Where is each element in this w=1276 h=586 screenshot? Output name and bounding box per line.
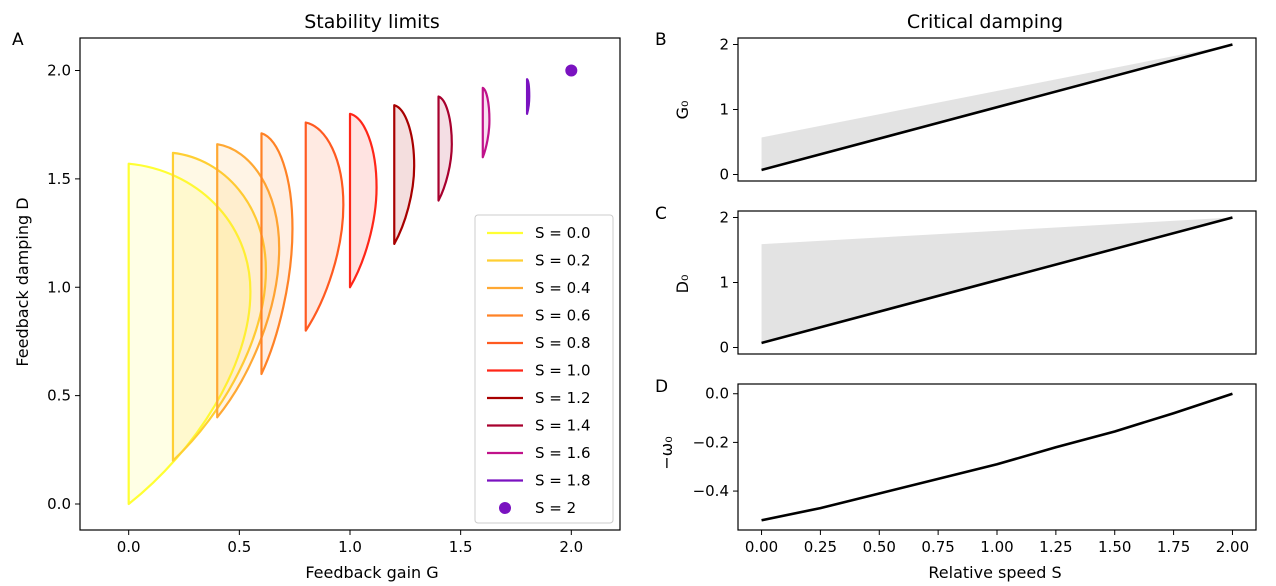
panel-a-ytick-label: 0.5 <box>47 387 71 405</box>
panel-d-xtick-label: 1.50 <box>1098 538 1131 556</box>
panel-b-ytick-label: 2 <box>719 36 729 54</box>
stability-region-fill <box>128 163 251 504</box>
panel-a-xtick-label: 0.0 <box>117 538 141 556</box>
panel-d-ytick-label: −0.2 <box>693 433 729 451</box>
panel-a-xtick-label: 1.5 <box>449 538 473 556</box>
legend-label: S = 1.6 <box>535 444 590 462</box>
panel-a-xtick-label: 0.5 <box>227 538 251 556</box>
panel-a-title: Stability limits <box>304 11 439 33</box>
panel-a-ytick-label: 2.0 <box>47 62 71 80</box>
legend-label: S = 1.0 <box>535 362 590 380</box>
panel-d-xtick-label: 0.25 <box>804 538 837 556</box>
legend-label: S = 1.8 <box>535 472 590 490</box>
panel-c-letter: C <box>655 204 667 224</box>
stability-boundary-line <box>216 143 281 419</box>
stability-boundary-line <box>171 151 268 462</box>
panel-b-letter: B <box>655 30 667 50</box>
stability-region-fill <box>261 133 293 374</box>
panel-a-ylabel: Feedback damping D <box>13 197 32 366</box>
stability-boundary-line <box>437 95 453 202</box>
panel-b-ylabel: G₀ <box>673 101 692 120</box>
panel-d-xtick-label: 1.75 <box>1157 538 1190 556</box>
panel-d-ylabel: −ω₀ <box>657 436 676 469</box>
stability-region-fill <box>217 144 280 418</box>
stability-region-fill <box>394 105 415 244</box>
panel-c-ytick-label: 2 <box>719 209 729 227</box>
panel-d-xtick-label: 0.75 <box>921 538 954 556</box>
panel-c-ylabel: D₀ <box>673 275 692 294</box>
stability-boundary-line <box>348 112 378 289</box>
panel-d-xtick-label: 0.00 <box>745 538 778 556</box>
panel-a-xlabel: Feedback gain G <box>305 563 438 582</box>
panel-a-ytick-label: 1.0 <box>47 278 71 296</box>
panel-d-ytick-label: −0.4 <box>693 482 729 500</box>
panel-b-plot: 0 1 2 <box>719 36 1257 184</box>
panel-a-xtick-label: 1.0 <box>338 538 362 556</box>
legend-marker <box>499 502 511 514</box>
stability-boundary-line <box>304 121 345 332</box>
panel-d-xtick-label: 1.25 <box>1039 538 1072 556</box>
panel-a-legend: S = 0.0 S = 0.2 S = 0.4 S = 0.6 S = 0.8 S = 1… <box>474 214 614 524</box>
legend-label: S = 2 <box>535 499 576 517</box>
stability-boundary-line <box>481 86 491 159</box>
panel-a-ytick-label: 1.5 <box>47 170 71 188</box>
panel-d-xlabel: Relative speed S <box>928 563 1061 582</box>
panel-c-line <box>761 216 1233 345</box>
stability-region-fill <box>438 96 452 201</box>
stability-region-fill <box>172 152 266 461</box>
stability-region-fill <box>350 113 377 288</box>
panel-c-ytick-label: 1 <box>719 274 729 292</box>
panel-bcd-title: Critical damping <box>907 11 1063 33</box>
stability-boundary-line <box>525 78 531 115</box>
panel-a-plot: 0.0 0.5 1.0 1.5 2.0 0.0 0.5 1.0 1.5 2.0 <box>47 37 621 556</box>
legend-label: S = 1.4 <box>535 417 590 435</box>
panel-d-plot: 0.0 −0.2 −0.4 0.00 0.25 0.50 0.75 1.00 1.25 1.50 1… <box>693 383 1257 556</box>
stability-region-fill <box>305 122 344 331</box>
panel-b-ytick-label: 0 <box>719 166 729 184</box>
stability-boundary-line <box>260 132 294 376</box>
legend-label: S = 0.0 <box>535 224 590 242</box>
panel-a-letter: A <box>12 30 24 50</box>
panel-d-xtick-label: 0.50 <box>863 538 896 556</box>
legend-label: S = 1.2 <box>535 389 590 407</box>
panel-b-line <box>761 43 1233 172</box>
stability-boundary-line <box>393 104 416 246</box>
panel-d-ytick-label: 0.0 <box>705 385 729 403</box>
legend-label: S = 0.2 <box>535 252 590 270</box>
panel-d-xtick-label: 2.00 <box>1216 538 1249 556</box>
legend-label: S = 0.6 <box>535 307 590 325</box>
legend-label: S = 0.8 <box>535 334 590 352</box>
panel-c-ytick-label: 0 <box>719 339 729 357</box>
legend-label: S = 0.4 <box>535 279 590 297</box>
panel-a-xtick-label: 2.0 <box>559 538 583 556</box>
panel-b-ytick-label: 1 <box>719 101 729 119</box>
panel-d-line <box>761 392 1233 522</box>
panel-a-ytick-label: 0.0 <box>47 495 71 513</box>
legend-box <box>474 214 614 524</box>
panel-d-xtick-label: 1.00 <box>980 538 1013 556</box>
data-point <box>565 64 578 77</box>
panel-d-letter: D <box>655 377 668 397</box>
panel-c-plot: 0 1 2 <box>719 209 1257 357</box>
